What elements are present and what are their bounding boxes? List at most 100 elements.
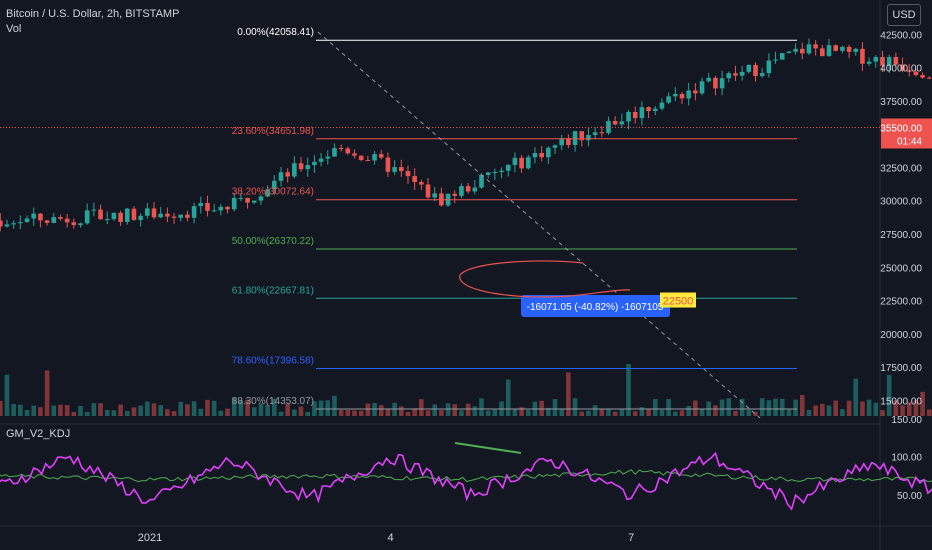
volume-bar — [485, 410, 491, 416]
candle-body — [111, 212, 117, 220]
volume-bar — [231, 397, 237, 416]
candle-body — [753, 64, 758, 76]
volume-bar — [666, 398, 671, 416]
candle-body — [579, 131, 585, 141]
volume-bar — [759, 398, 765, 416]
volume-bar — [104, 409, 110, 416]
candle-body — [860, 48, 865, 64]
volume-bar — [412, 408, 417, 416]
candle-body — [572, 131, 578, 146]
volume-bar — [880, 410, 885, 416]
volume-bar — [853, 378, 859, 416]
volume-bar — [579, 411, 585, 416]
volume-bar — [679, 410, 685, 416]
volume-bar — [673, 411, 678, 416]
candle-body — [151, 208, 157, 218]
time-tick: 2021 — [138, 532, 162, 544]
volume-bar — [799, 395, 805, 416]
candle-body — [104, 219, 110, 221]
candle-body — [726, 73, 732, 79]
volume-bar — [245, 399, 250, 416]
candle-body — [398, 167, 404, 172]
volume-bar — [559, 408, 564, 416]
candle-body — [893, 57, 899, 65]
candle-body — [332, 148, 337, 157]
candle-body — [646, 107, 651, 112]
freehand-ellipse — [459, 260, 631, 298]
symbol-title[interactable]: Bitcoin / U.S. Dollar, 2h, BITSTAMP — [6, 8, 180, 20]
candle-body — [218, 206, 224, 211]
candle-body — [746, 64, 752, 72]
candle-body — [11, 223, 16, 225]
candle-body — [305, 165, 311, 170]
volume-bar — [338, 409, 344, 416]
volume-bar — [398, 406, 404, 416]
candle-body — [826, 45, 832, 57]
candle-body — [185, 214, 190, 218]
candle-body — [713, 77, 718, 89]
price-tick: 27500.00 — [880, 230, 922, 241]
volume-bar — [873, 402, 879, 416]
candle-body — [312, 161, 317, 166]
candle-body — [559, 138, 564, 146]
volume-label[interactable]: Vol — [6, 23, 22, 35]
volume-bar — [439, 410, 444, 416]
volume-bar — [893, 400, 899, 416]
volume-bar — [746, 409, 752, 416]
candle-body — [632, 111, 638, 119]
volume-bar — [719, 399, 725, 416]
volume-bar — [58, 404, 63, 416]
candle-body — [913, 71, 919, 76]
volume-bar — [699, 408, 705, 416]
candle-body — [44, 220, 50, 223]
volume-bar — [71, 411, 77, 416]
candle-body — [4, 224, 10, 227]
volume-bar — [419, 399, 424, 416]
volume-bar — [452, 404, 458, 416]
candle-body — [191, 206, 197, 218]
candle-body — [532, 152, 538, 158]
candle-body — [552, 145, 558, 148]
divergence-line — [454, 442, 522, 454]
candle-body — [459, 186, 464, 196]
volume-bar — [619, 409, 625, 416]
volume-tick: 150.00 — [891, 415, 922, 426]
volume-bar — [612, 411, 618, 416]
volume-bar — [332, 395, 337, 416]
currency-button[interactable]: USD — [887, 4, 921, 26]
candle-body — [318, 158, 324, 162]
price-tick: 32500.00 — [880, 163, 922, 174]
candle-body — [71, 222, 77, 226]
dashed-trendline — [317, 31, 761, 419]
volume-bar — [766, 400, 772, 416]
candle-body — [679, 94, 685, 99]
volume-bar — [265, 405, 270, 416]
volume-bar — [693, 400, 698, 416]
candle-body — [358, 155, 364, 160]
volume-bar — [191, 401, 197, 416]
candle-body — [231, 198, 237, 210]
volume-bar — [646, 408, 651, 416]
fib-level-label: 61.80%(22667.81) — [232, 285, 314, 296]
volume-bar — [285, 403, 290, 416]
candle-body — [606, 121, 611, 134]
candle-body — [652, 108, 658, 112]
volume-bar — [258, 403, 264, 416]
volume-bar — [733, 410, 738, 416]
candle-body — [880, 57, 885, 66]
candle-body — [706, 77, 712, 82]
candle-body — [158, 213, 163, 218]
volume-bar — [211, 400, 217, 416]
candle-body — [866, 61, 872, 64]
measure-label: -16071.05 (-40.82%) -1607105 — [527, 302, 664, 313]
candle-body — [546, 147, 551, 158]
chart-legend: Bitcoin / U.S. Dollar, 2h, BITSTAMP Vol — [6, 7, 179, 37]
candle-body — [499, 170, 504, 173]
candle-body — [452, 193, 458, 196]
candle-body — [793, 48, 798, 52]
volume-bar — [38, 407, 43, 416]
kdj-d-line — [0, 469, 932, 483]
candle-body — [920, 75, 925, 78]
volume-bar — [165, 409, 170, 416]
